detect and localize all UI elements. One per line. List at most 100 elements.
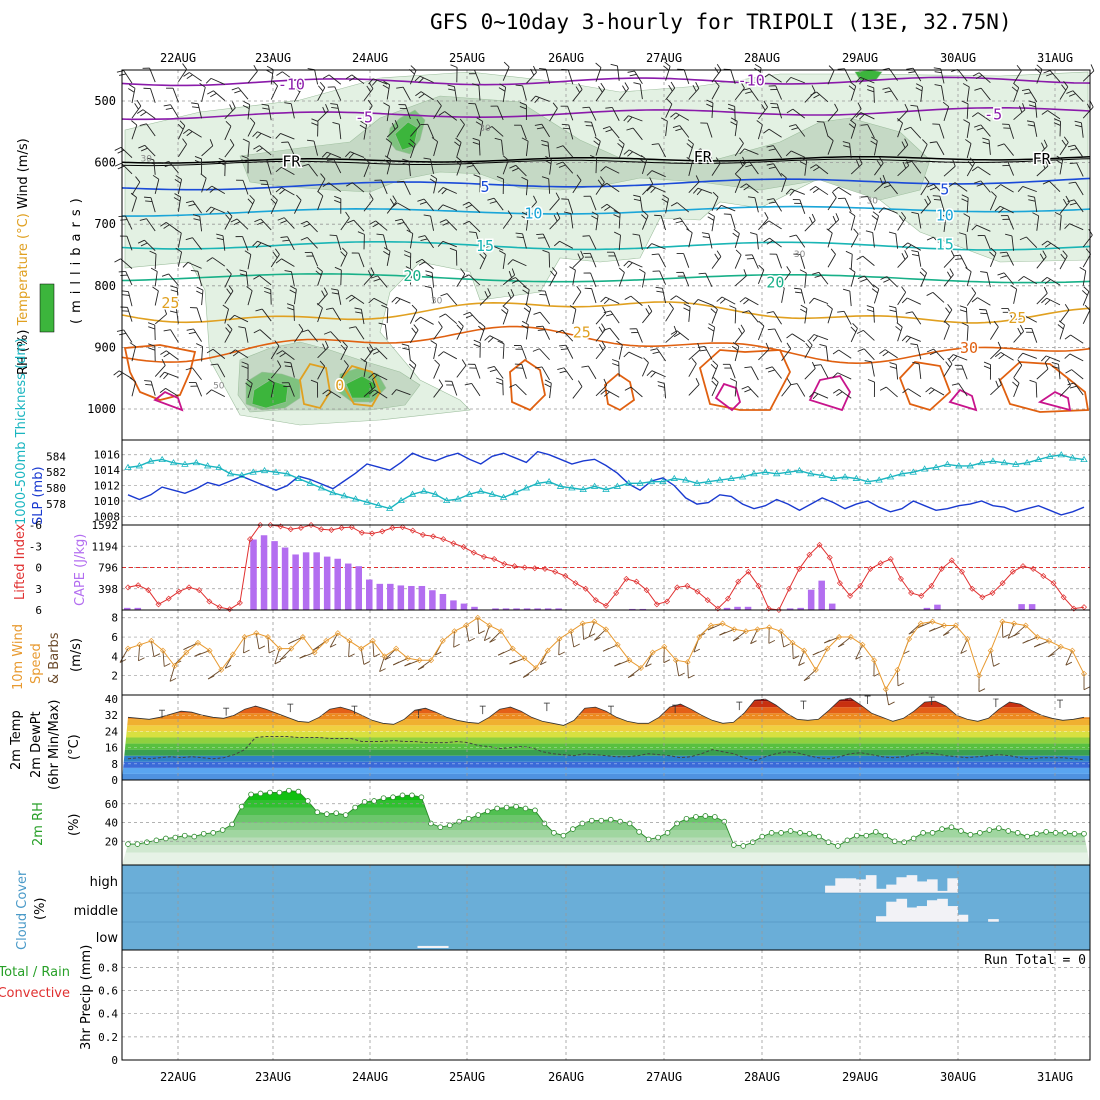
- wind-barb: [146, 123, 156, 137]
- wind-barb-flag: [866, 309, 874, 313]
- wind-barb-flag: [695, 82, 700, 89]
- wind-barb: [986, 272, 991, 288]
- slp-tick-label: 1016: [94, 449, 121, 462]
- wind-barb-flag: [163, 224, 170, 229]
- li-point: [470, 549, 477, 556]
- wind-barb-flag: [1067, 199, 1075, 203]
- wind-barb: [804, 160, 808, 176]
- wind-barb: [959, 254, 968, 269]
- li-point: [1009, 568, 1016, 575]
- rh-point: [134, 841, 141, 847]
- wind-barb: [595, 384, 608, 397]
- wind10m-point: [941, 622, 948, 629]
- wind-barb-flag: [542, 249, 550, 253]
- thickness-point: [568, 484, 576, 491]
- cape-bar: [450, 600, 457, 610]
- wind-barb-flag: [997, 143, 1005, 147]
- wind-barb: [397, 202, 411, 211]
- wind-barb-flag: [246, 286, 253, 292]
- wind-barb: [293, 200, 302, 214]
- wind-barb-flag: [577, 380, 583, 387]
- precip-tick-label: 0: [111, 1054, 118, 1067]
- wind-barb: [192, 367, 202, 381]
- precip-frame: [121, 949, 1091, 1061]
- wind-barb: [734, 143, 744, 157]
- rh-band: [122, 807, 1090, 815]
- wind-barb-flag: [598, 326, 604, 334]
- wind10m-barb: [255, 633, 260, 650]
- temperature-band: [122, 707, 1090, 714]
- wind-barb: [610, 310, 620, 324]
- wind-barb-flag: [809, 216, 813, 224]
- wind-barb: [224, 216, 233, 230]
- wind-barb: [590, 196, 597, 211]
- wind-barb: [408, 161, 411, 177]
- cape-tick-label: 1592: [92, 519, 119, 532]
- wind-barb: [502, 66, 510, 81]
- rh-point: [655, 834, 661, 841]
- wind-barb-flag: [660, 117, 668, 122]
- wind-barb-flag: [436, 99, 442, 107]
- thickness-point: [329, 488, 337, 496]
- wind-barb-flag: [967, 160, 973, 167]
- wind-barb-flag: [242, 104, 250, 109]
- wind-barb: [734, 275, 747, 287]
- wind-barb-flag: [489, 369, 497, 372]
- wind-barb: [595, 329, 606, 342]
- wind-barb-flag: [998, 354, 1005, 360]
- wind-barb: [1082, 106, 1094, 119]
- wind-barb-flag: [884, 90, 892, 94]
- wind-barb-flag: [245, 382, 252, 388]
- rh-point: [740, 843, 747, 849]
- wind10m-point: [882, 686, 889, 693]
- wind-barb-flag: [411, 304, 418, 311]
- wind10m-point: [777, 628, 784, 635]
- wind-barb-flag: [695, 378, 700, 385]
- wind-barb: [917, 213, 922, 229]
- wind-barb-flag: [763, 73, 770, 79]
- wind-barb-flag: [206, 185, 213, 191]
- slp-tick-label: 1014: [94, 464, 121, 477]
- wind10m-barb-flag: [855, 655, 862, 660]
- wind-barb-flag: [616, 340, 623, 346]
- li-point: [745, 568, 752, 575]
- wind-barb-flag: [370, 267, 375, 274]
- precip-tick-label: 0.2: [98, 1031, 118, 1044]
- wind-barb: [127, 291, 133, 307]
- li-point: [786, 585, 793, 592]
- li-point: [226, 606, 233, 613]
- temp2m-axis-label: 2m DewPt: [29, 711, 44, 778]
- wind-barb: [827, 140, 834, 155]
- wind-barb-flag: [982, 141, 990, 145]
- wind-barb: [177, 196, 182, 212]
- wind-barb: [409, 233, 414, 249]
- wind-barb-flag: [256, 147, 263, 153]
- thickness-point: [761, 468, 770, 475]
- wind-barb: [526, 72, 537, 84]
- thickness-point: [864, 477, 872, 485]
- wind-barb-flag: [152, 174, 160, 180]
- wind-barb-flag: [740, 81, 745, 89]
- wind-barb: [235, 349, 249, 359]
- wind-barb-flag: [372, 379, 376, 387]
- wind-barb-flag: [462, 201, 470, 206]
- wind-barb-flag: [360, 120, 367, 126]
- wind-barb: [293, 289, 297, 305]
- rh-point: [598, 817, 605, 824]
- wind-barb: [791, 333, 806, 343]
- surface-temperature-contour: [698, 349, 792, 411]
- wind-barb-flag: [837, 310, 845, 313]
- wind-barb: [170, 329, 179, 343]
- wind10m-barb: [837, 636, 852, 648]
- wind-barb-flag: [600, 176, 605, 183]
- wind-barb-flag: [346, 182, 353, 187]
- wind-barb-flag: [371, 79, 378, 86]
- wind-barb-flag: [243, 100, 250, 105]
- wind-barb-flag: [334, 266, 342, 271]
- wind-barb: [257, 131, 272, 139]
- wind-barb: [943, 325, 950, 340]
- cape-tick-label: 1194: [92, 540, 119, 553]
- wind-barb: [270, 85, 279, 100]
- wind-barb: [827, 219, 840, 231]
- wind-barb: [775, 85, 783, 100]
